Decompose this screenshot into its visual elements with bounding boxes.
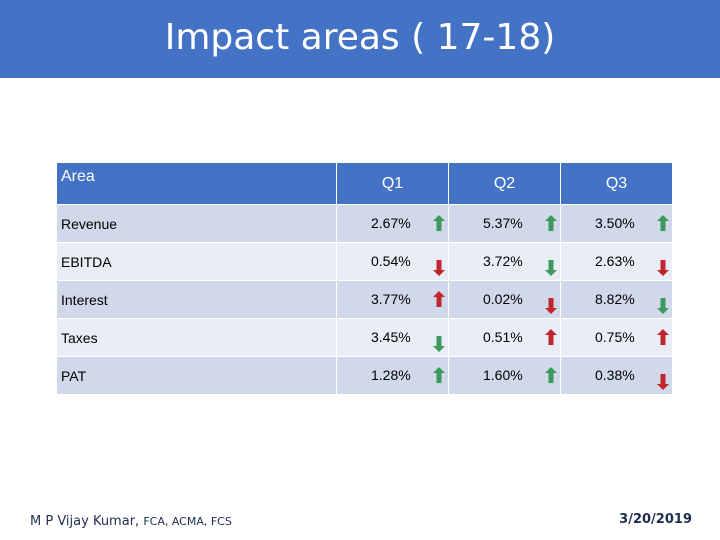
cell-q1: 0.54%: [336, 242, 449, 281]
arrow-up-red-icon: [545, 329, 557, 346]
cell-value: 1.28%: [371, 366, 411, 383]
cell-value: 3.77%: [371, 290, 411, 307]
author-footer: M P Vijay Kumar, FCA, ACMA, FCS: [30, 514, 232, 529]
cell-value: 2.63%: [595, 252, 635, 269]
arrow-down-green-icon: [433, 336, 445, 353]
row-label: PAT: [56, 356, 337, 395]
cell-q3: 0.75%: [560, 318, 673, 357]
arrow-down-green-icon: [657, 298, 669, 315]
cell-q2: 5.37%: [448, 204, 561, 243]
cell-value: 0.38%: [595, 366, 635, 383]
cell-value: 8.82%: [595, 290, 635, 307]
arrow-up-green-icon: [545, 367, 557, 384]
table-row: PAT 1.28% 1.60% 0.38%: [56, 356, 673, 395]
cell-q2: 0.51%: [448, 318, 561, 357]
arrow-up-green-icon: [433, 367, 445, 384]
title-bar: [0, 0, 720, 78]
row-label: Revenue: [56, 204, 337, 243]
arrow-down-red-icon: [657, 260, 669, 277]
cell-value: 0.51%: [483, 328, 523, 345]
cell-q1: 3.77%: [336, 280, 449, 319]
cell-q3: 3.50%: [560, 204, 673, 243]
header-q3: Q3: [560, 162, 673, 205]
row-label: Interest: [56, 280, 337, 319]
header-area: Area: [56, 162, 337, 205]
cell-q1: 2.67%: [336, 204, 449, 243]
arrow-up-red-icon: [657, 329, 669, 346]
author-name: M P Vijay Kumar,: [30, 514, 140, 529]
cell-q2: 0.02%: [448, 280, 561, 319]
cell-q2: 3.72%: [448, 242, 561, 281]
header-q2: Q2: [448, 162, 561, 205]
arrow-up-green-icon: [433, 215, 445, 232]
impact-table: Area Q1 Q2 Q3 Revenue 2.67% 5.37% 3.50% …: [56, 162, 673, 395]
cell-value: 3.45%: [371, 328, 411, 345]
cell-q1: 3.45%: [336, 318, 449, 357]
row-label: Taxes: [56, 318, 337, 357]
cell-q1: 1.28%: [336, 356, 449, 395]
author-qualifications: FCA, ACMA, FCS: [143, 515, 232, 528]
cell-value: 3.72%: [483, 252, 523, 269]
header-q1: Q1: [336, 162, 449, 205]
row-label: EBITDA: [56, 242, 337, 281]
arrow-down-red-icon: [433, 260, 445, 277]
table-row: Revenue 2.67% 5.37% 3.50%: [56, 204, 673, 243]
table-row: EBITDA 0.54% 3.72% 2.63%: [56, 242, 673, 281]
cell-value: 0.75%: [595, 328, 635, 345]
table-row: Taxes 3.45% 0.51% 0.75%: [56, 318, 673, 357]
cell-value: 0.02%: [483, 290, 523, 307]
slide-title: Impact areas ( 17-18): [164, 17, 556, 58]
arrow-down-green-icon: [545, 260, 557, 277]
arrow-up-green-icon: [657, 215, 669, 232]
cell-q3: 0.38%: [560, 356, 673, 395]
arrow-down-red-icon: [657, 374, 669, 391]
cell-q2: 1.60%: [448, 356, 561, 395]
arrow-up-red-icon: [433, 291, 445, 308]
cell-q3: 8.82%: [560, 280, 673, 319]
cell-value: 5.37%: [483, 214, 523, 231]
cell-value: 2.67%: [371, 214, 411, 231]
arrow-down-red-icon: [545, 298, 557, 315]
table-row: Interest 3.77% 0.02% 8.82%: [56, 280, 673, 319]
cell-value: 1.60%: [483, 366, 523, 383]
slide-date: 3/20/2019: [619, 512, 692, 527]
cell-value: 0.54%: [371, 252, 411, 269]
cell-q3: 2.63%: [560, 242, 673, 281]
table-header-row: Area Q1 Q2 Q3: [56, 162, 673, 205]
arrow-up-green-icon: [545, 215, 557, 232]
cell-value: 3.50%: [595, 214, 635, 231]
